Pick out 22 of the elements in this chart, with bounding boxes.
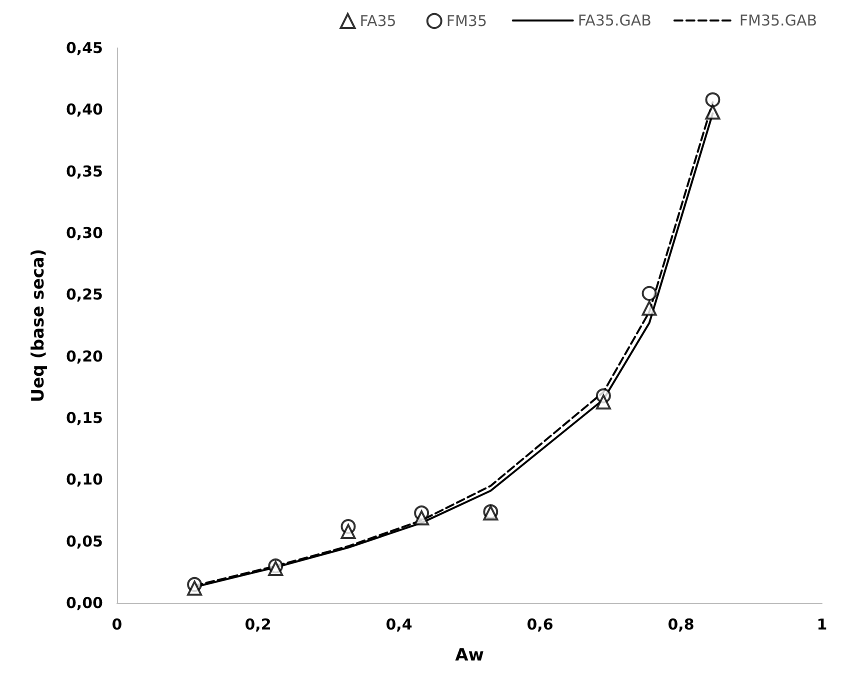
x-tick-label: 0: [112, 616, 122, 634]
y-tick-label: 0,25: [66, 286, 103, 304]
y-tick-label: 0,45: [66, 39, 103, 57]
legend-label: FM35.GAB: [739, 12, 818, 30]
y-tick-label: 0,15: [66, 409, 103, 427]
y-tick-label: 0,20: [66, 347, 103, 366]
legend-label: FA35: [360, 12, 396, 30]
x-axis-title: Aw: [455, 646, 484, 666]
x-tick-label: 0,8: [668, 616, 694, 634]
x-tick-label: 0,4: [386, 616, 412, 634]
y-tick-label: 0,30: [66, 224, 103, 242]
x-tick-label: 0,6: [526, 616, 554, 634]
y-axis-title: Ueq (base seca): [28, 248, 48, 402]
y-tick-label: 0,05: [66, 532, 103, 550]
legend-label: FA35.GAB: [578, 12, 652, 30]
x-tick-label: 1: [816, 616, 828, 634]
y-tick-label: 0,40: [66, 100, 103, 119]
y-tick-label: 0,35: [66, 162, 103, 180]
y-tick-label: 0,00: [66, 594, 103, 612]
legend-label: FM35: [446, 12, 488, 30]
y-tick-label: 0,10: [66, 470, 103, 489]
x-tick-label: 0,2: [244, 616, 272, 634]
